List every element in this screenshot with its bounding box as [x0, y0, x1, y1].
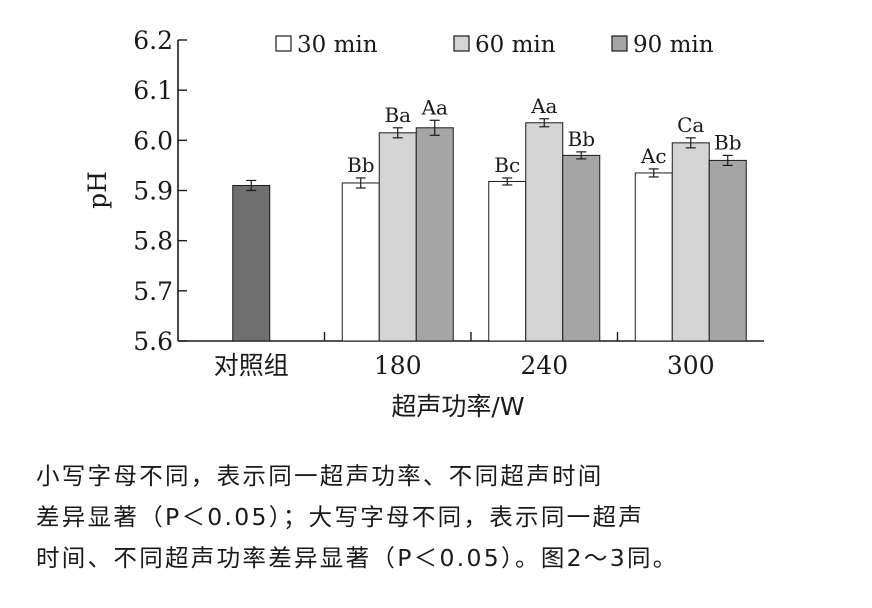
bar	[378, 132, 417, 342]
chart-axes: 对照组 180 240 300	[177, 40, 764, 380]
x-tick-label: 180	[374, 351, 422, 380]
data-label: Ca	[677, 113, 704, 137]
figure-caption: 小写字母不同，表示同一超声功率、不同超声时间 差异显著（P＜0.05）；大写字母…	[36, 456, 836, 579]
legend-label: 30 min	[297, 32, 378, 58]
bar	[708, 159, 747, 342]
data-label: Bc	[494, 153, 520, 177]
y-tick-label: 6.2	[133, 26, 173, 55]
legend-label: 60 min	[475, 32, 556, 58]
legend-swatch	[275, 35, 292, 52]
data-label: Bb	[568, 127, 596, 151]
bar	[634, 172, 673, 342]
x-tick-label: 240	[520, 351, 568, 380]
chart-bars: Bb Bc Ac Ba Aa Ca Aa Bb Bb	[232, 94, 747, 342]
caption-line: 差异显著（P＜0.05）；大写字母不同，表示同一超声	[36, 503, 645, 531]
data-label: Ba	[384, 103, 411, 127]
legend-label: 90 min	[633, 32, 714, 58]
data-label: Aa	[421, 95, 448, 119]
data-label: Aa	[530, 94, 557, 118]
legend-swatch	[611, 35, 628, 52]
y-tick-label: 5.7	[133, 277, 173, 306]
x-tick-label: 300	[667, 351, 715, 380]
y-tick-label: 6.0	[133, 126, 173, 155]
bar	[488, 180, 527, 342]
bar	[415, 127, 454, 342]
y-tick-label: 5.9	[133, 177, 173, 206]
y-ticks: 5.6 5.7 5.8 5.9 6.0 6.1 6.2	[133, 26, 187, 356]
bar	[562, 154, 601, 342]
x-axis-label: 超声功率/W	[391, 392, 524, 421]
bar	[671, 142, 710, 342]
legend-swatch	[453, 35, 470, 52]
y-tick-label: 5.8	[133, 227, 173, 256]
data-label: Ac	[640, 144, 667, 168]
y-tick-label: 6.1	[133, 76, 173, 105]
ph-bar-chart: 对照组 180 240 300 5.6 5.7 5.8 5.9 6.0 6.1 6.2 Bb Bc A…	[83, 26, 764, 421]
data-label: Bb	[714, 130, 742, 154]
bar	[341, 182, 380, 342]
caption-line: 小写字母不同，表示同一超声功率、不同超声时间	[36, 462, 604, 490]
caption-line: 时间、不同超声功率差异显著（P＜0.05）。图2～3同。	[36, 544, 679, 572]
data-label: Bb	[347, 153, 375, 177]
y-axis-label: pH	[83, 171, 112, 209]
chart-legend: 30 min 60 min 90 min	[275, 32, 714, 58]
y-tick-label: 5.6	[133, 327, 173, 356]
bar-control	[232, 184, 271, 342]
bar	[525, 122, 564, 342]
x-tick-label: 对照组	[214, 351, 289, 380]
